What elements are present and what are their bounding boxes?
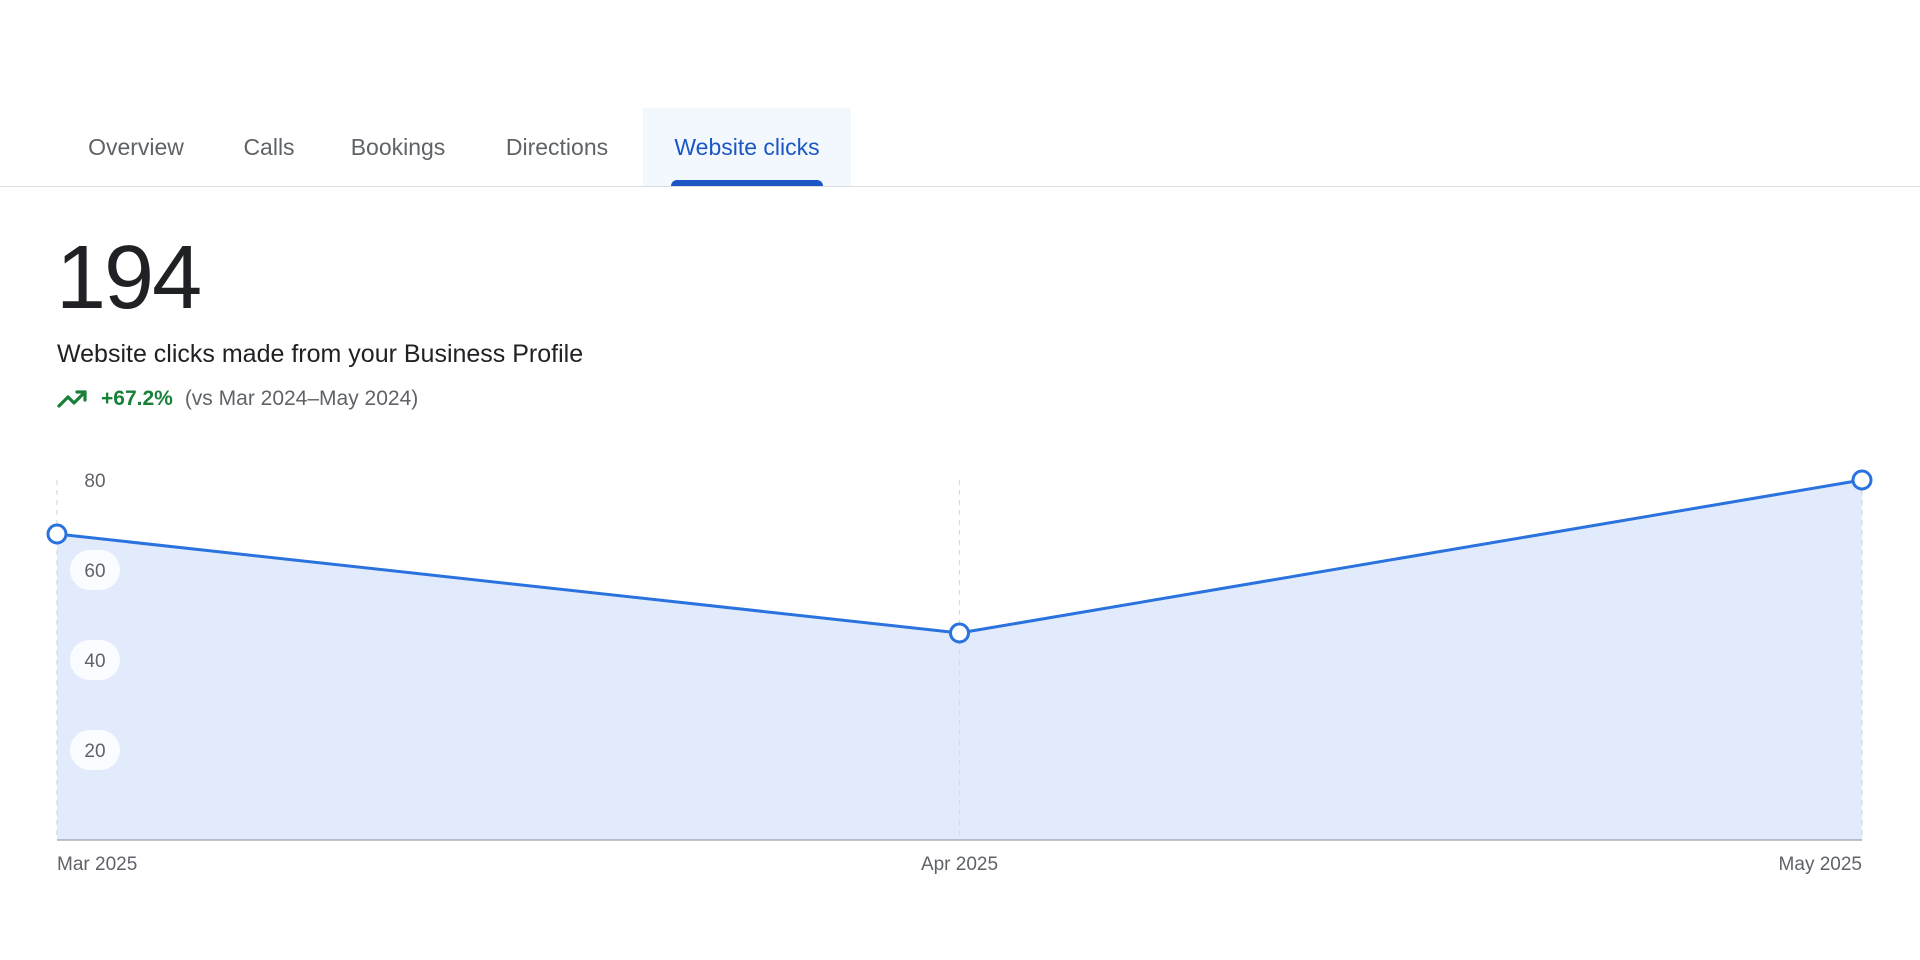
website-clicks-chart: 20 40 60 80 Mar 2025 Apr 2025 May 2025 — [46, 469, 1873, 875]
y-tick-label: 80 — [84, 471, 105, 492]
active-tab-indicator — [671, 180, 823, 186]
y-tick-label: 60 — [84, 561, 105, 582]
y-tick-label: 20 — [84, 741, 105, 762]
tab-label: Overview — [88, 133, 184, 160]
tab-overview[interactable]: Overview — [58, 108, 214, 186]
trending-up-icon — [57, 390, 87, 408]
trend-summary: +67.2% (vs Mar 2024–May 2024) — [57, 384, 418, 414]
y-tick-pill — [70, 730, 120, 770]
trend-percentage: +67.2% — [101, 387, 173, 410]
data-point — [46, 523, 68, 545]
tab-website-clicks[interactable]: Website clicks — [643, 108, 851, 186]
y-tick-pill — [70, 550, 120, 590]
tab-label: Calls — [243, 133, 295, 160]
tab-label: Website clicks — [674, 133, 820, 160]
tab-calls[interactable]: Calls — [214, 108, 324, 186]
x-tick-label: May 2025 — [1779, 854, 1862, 875]
tab-bookings[interactable]: Bookings — [324, 108, 472, 186]
y-tick-label: 40 — [84, 651, 105, 672]
y-tick-pill — [70, 640, 120, 680]
data-point — [949, 622, 970, 644]
x-tick-label: Mar 2025 — [57, 854, 137, 875]
trend-comparison-period: (vs Mar 2024–May 2024) — [184, 387, 419, 410]
x-tick-label: Apr 2025 — [921, 854, 998, 875]
metric-total: 194 — [56, 228, 202, 328]
tab-directions[interactable]: Directions — [472, 108, 642, 186]
data-point — [1851, 469, 1873, 491]
tab-bar: Overview Calls Bookings Directions Websi… — [0, 108, 1920, 187]
metric-description: Website clicks made from your Business P… — [57, 340, 584, 368]
tab-label: Bookings — [350, 133, 446, 160]
tab-label: Directions — [505, 133, 609, 160]
